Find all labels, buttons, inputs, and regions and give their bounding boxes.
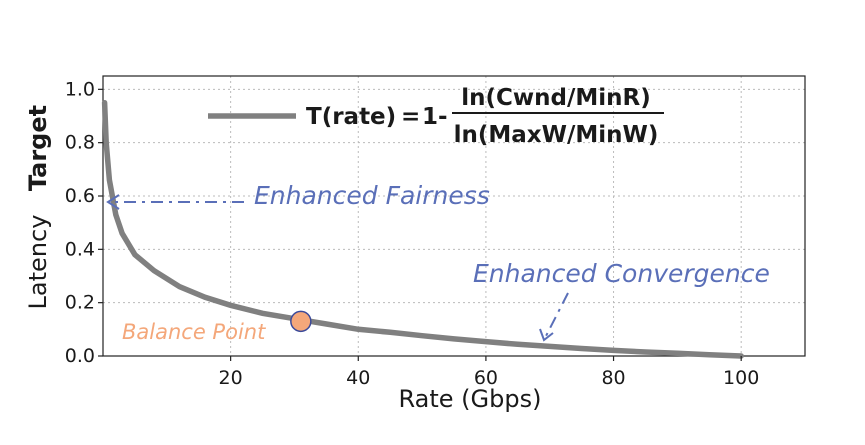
legend-lhs: T(rate) xyxy=(306,104,396,130)
y-ticks: 0.0 0.2 0.4 0.6 0.8 1.0 xyxy=(65,78,103,367)
x-tick-label-3: 80 xyxy=(601,367,625,389)
balance-point-label: Balance Point xyxy=(122,320,266,344)
convergence-arrow-line xyxy=(545,292,569,337)
legend: T(rate) = 1- ln(Cwnd/MinR) ln(MaxW/MinW) xyxy=(208,85,664,148)
x-tick-label-0: 20 xyxy=(219,367,243,389)
x-tick-label-1: 40 xyxy=(346,367,370,389)
y-tick-label-1: 0.2 xyxy=(65,292,95,314)
fairness-label: Enhanced Fairness xyxy=(254,181,490,210)
annotation-fairness: Enhanced Fairness xyxy=(106,181,490,210)
balance-point-marker xyxy=(290,310,312,333)
x-tick-label-2: 60 xyxy=(474,367,498,389)
x-ticks: 20 40 60 80 100 xyxy=(219,356,759,389)
fairness-arrowhead xyxy=(106,194,120,210)
x-axis-title: Rate (Gbps) xyxy=(399,385,542,413)
y-tick-label-0: 0.0 xyxy=(65,345,95,367)
legend-denominator: ln(MaxW/MinW) xyxy=(454,122,659,148)
y-tick-label-3: 0.6 xyxy=(65,185,95,207)
x-tick-label-4: 100 xyxy=(723,367,759,389)
convergence-arrowhead xyxy=(539,328,554,342)
convergence-label: Enhanced Convergence xyxy=(473,259,770,288)
y-axis-title-target: Target xyxy=(24,105,52,191)
plot-frame xyxy=(102,75,806,357)
annotation-convergence: Enhanced Convergence xyxy=(473,259,770,342)
series-line xyxy=(101,99,744,359)
legend-numerator: ln(Cwnd/MinR) xyxy=(461,85,651,111)
legend-one-minus: 1- xyxy=(422,104,448,130)
y-tick-label-4: 0.8 xyxy=(65,132,95,154)
y-tick-label-2: 0.4 xyxy=(65,238,95,260)
y-axis-title-latency: Latency xyxy=(24,215,52,310)
y-tick-label-5: 1.0 xyxy=(65,78,95,100)
legend-equals: = xyxy=(401,104,420,130)
